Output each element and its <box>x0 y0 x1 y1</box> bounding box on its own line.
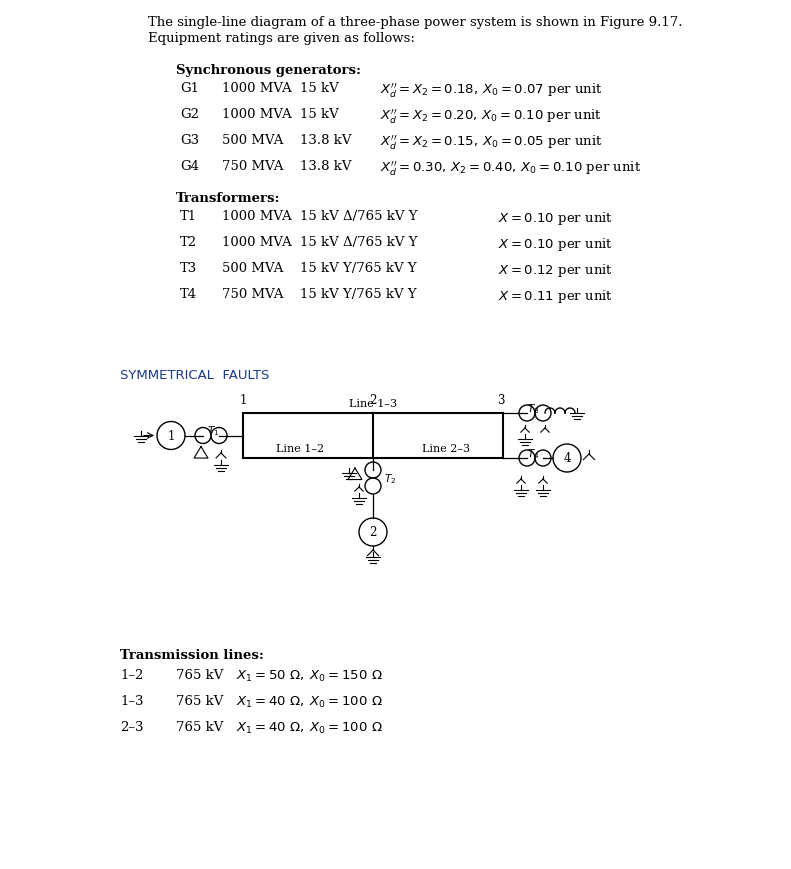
Text: T2: T2 <box>180 235 197 249</box>
Text: $X_d'' = 0.30,\, X_2 = 0.40,\, X_0 = 0.10$ per unit: $X_d'' = 0.30,\, X_2 = 0.40,\, X_0 = 0.1… <box>380 160 642 178</box>
Text: 1000 MVA: 1000 MVA <box>222 209 292 222</box>
Text: 2: 2 <box>369 526 377 539</box>
Text: $X = 0.11$ per unit: $X = 0.11$ per unit <box>498 288 613 305</box>
Text: $T_3$: $T_3$ <box>527 401 539 415</box>
Text: 2: 2 <box>369 394 377 407</box>
Text: Line 2–3: Line 2–3 <box>422 443 470 454</box>
Text: The single-line diagram of a three-phase power system is shown in Figure 9.17.: The single-line diagram of a three-phase… <box>148 16 683 29</box>
Text: 1000 MVA: 1000 MVA <box>222 82 292 95</box>
Text: $X = 0.12$ per unit: $X = 0.12$ per unit <box>498 262 613 279</box>
Text: 1–3: 1–3 <box>120 694 143 707</box>
Text: Line 1–2: Line 1–2 <box>276 443 324 454</box>
Text: Transformers:: Transformers: <box>176 192 281 205</box>
Text: $X_1 = 50\ \Omega,\; X_0 = 150\ \Omega$: $X_1 = 50\ \Omega,\; X_0 = 150\ \Omega$ <box>236 668 383 683</box>
Text: T1: T1 <box>180 209 197 222</box>
Text: Transmission lines:: Transmission lines: <box>120 648 264 661</box>
Text: $T_4$: $T_4$ <box>527 447 539 461</box>
Text: $X_d'' = X_2 = 0.18,\, X_0 = 0.07$ per unit: $X_d'' = X_2 = 0.18,\, X_0 = 0.07$ per u… <box>380 82 603 100</box>
Text: G3: G3 <box>180 134 199 147</box>
Text: 1: 1 <box>240 394 247 407</box>
Text: $X = 0.10$ per unit: $X = 0.10$ per unit <box>498 235 613 253</box>
Text: 4: 4 <box>563 452 571 465</box>
Text: 750 MVA: 750 MVA <box>222 288 283 301</box>
Text: 2–3: 2–3 <box>120 720 143 733</box>
Text: 13.8 kV: 13.8 kV <box>300 160 351 173</box>
Text: 500 MVA: 500 MVA <box>222 262 283 275</box>
Text: $T_1$: $T_1$ <box>206 424 219 438</box>
Text: T3: T3 <box>180 262 197 275</box>
Text: SYMMETRICAL  FAULTS: SYMMETRICAL FAULTS <box>120 368 270 381</box>
Text: 15 kV Y/765 kV Y: 15 kV Y/765 kV Y <box>300 262 417 275</box>
Text: $X_1 = 40\ \Omega,\; X_0 = 100\ \Omega$: $X_1 = 40\ \Omega,\; X_0 = 100\ \Omega$ <box>236 694 383 709</box>
Text: 765 kV: 765 kV <box>176 694 223 707</box>
Text: $X_d'' = X_2 = 0.15,\, X_0 = 0.05$ per unit: $X_d'' = X_2 = 0.15,\, X_0 = 0.05$ per u… <box>380 134 603 152</box>
Text: 765 kV: 765 kV <box>176 720 223 733</box>
Text: 750 MVA: 750 MVA <box>222 160 283 173</box>
Text: 1–2: 1–2 <box>120 668 143 681</box>
Text: G1: G1 <box>180 82 199 95</box>
Text: $X_d'' = X_2 = 0.20,\, X_0 = 0.10$ per unit: $X_d'' = X_2 = 0.20,\, X_0 = 0.10$ per u… <box>380 108 602 126</box>
Text: 15 kV: 15 kV <box>300 82 339 95</box>
Text: $X = 0.10$ per unit: $X = 0.10$ per unit <box>498 209 613 227</box>
Text: 1000 MVA: 1000 MVA <box>222 235 292 249</box>
Text: 13.8 kV: 13.8 kV <box>300 134 351 147</box>
Text: 1: 1 <box>168 429 175 442</box>
Text: 765 kV: 765 kV <box>176 668 223 681</box>
Text: $X_1 = 40\ \Omega,\; X_0 = 100\ \Omega$: $X_1 = 40\ \Omega,\; X_0 = 100\ \Omega$ <box>236 720 383 735</box>
Text: Synchronous generators:: Synchronous generators: <box>176 64 361 77</box>
Text: T4: T4 <box>180 288 197 301</box>
Text: $T_2$: $T_2$ <box>384 472 396 486</box>
Text: 15 kV Δ/765 kV Y: 15 kV Δ/765 kV Y <box>300 209 418 222</box>
Text: 500 MVA: 500 MVA <box>222 134 283 147</box>
Text: 15 kV: 15 kV <box>300 108 339 121</box>
Text: 1000 MVA: 1000 MVA <box>222 108 292 121</box>
Text: 15 kV Y/765 kV Y: 15 kV Y/765 kV Y <box>300 288 417 301</box>
Text: 15 kV Δ/765 kV Y: 15 kV Δ/765 kV Y <box>300 235 418 249</box>
Text: Equipment ratings are given as follows:: Equipment ratings are given as follows: <box>148 32 414 45</box>
Text: G4: G4 <box>180 160 199 173</box>
Text: G2: G2 <box>180 108 199 121</box>
Text: Line 1–3: Line 1–3 <box>349 399 397 408</box>
Text: 3: 3 <box>498 394 505 407</box>
